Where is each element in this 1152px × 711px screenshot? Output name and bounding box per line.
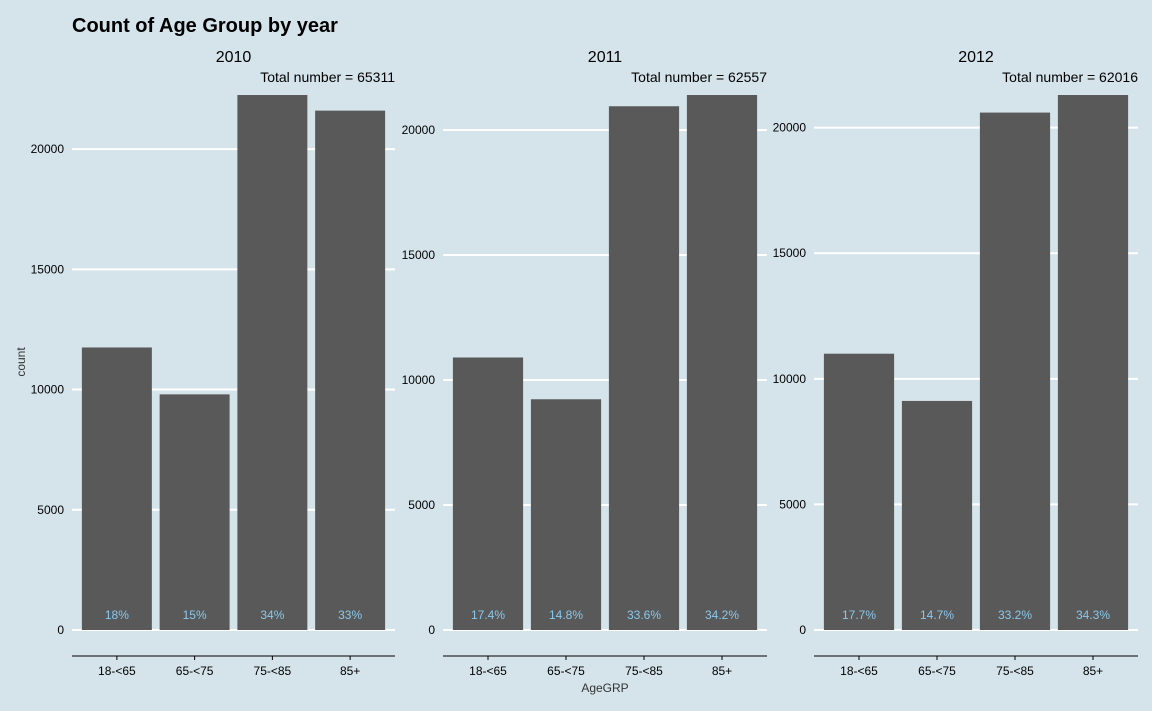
percent-label: 33.2% xyxy=(998,608,1032,622)
percent-label: 14.8% xyxy=(549,608,583,622)
percent-label: 33.6% xyxy=(627,608,661,622)
facet-panel-2010: 0 5000 10000 15000 20000 18% 18-<65 15% 65-<75 34… xyxy=(31,49,396,678)
y-tick-label: 10000 xyxy=(402,373,436,387)
percent-label: 15% xyxy=(183,608,207,622)
x-tick-label: 85+ xyxy=(1083,664,1103,678)
x-tick-label: 18-<65 xyxy=(469,664,507,678)
y-tick-label: 20000 xyxy=(31,142,65,156)
bar xyxy=(823,353,895,630)
facet-label: 2012 xyxy=(958,49,994,66)
y-tick-label: 10000 xyxy=(773,372,807,386)
y-tick-label: 5000 xyxy=(37,503,64,517)
facet-panel-2011: 0 5000 10000 15000 20000 17.4% 18-<65 14.8% 65-<… xyxy=(402,49,768,678)
x-tick-label: 85+ xyxy=(712,664,732,678)
y-axis-label: count xyxy=(14,347,28,377)
percent-label: 34.2% xyxy=(705,608,739,622)
y-tick-label: 15000 xyxy=(31,262,65,276)
y-tick-label: 10000 xyxy=(31,383,65,397)
x-tick-label: 75-<85 xyxy=(625,664,663,678)
bar xyxy=(608,106,680,630)
y-tick-label: 20000 xyxy=(773,121,807,135)
x-tick-label: 65-<75 xyxy=(547,664,585,678)
y-tick-label: 0 xyxy=(57,623,64,637)
percent-label: 34.3% xyxy=(1076,608,1110,622)
x-tick-label: 75-<85 xyxy=(254,664,292,678)
total-annotation: Total number = 65311 xyxy=(260,69,395,85)
bar xyxy=(159,394,230,630)
y-tick-label: 5000 xyxy=(779,497,806,511)
x-tick-label: 65-<75 xyxy=(918,664,956,678)
x-axis-label: AgeGRP xyxy=(581,681,628,695)
percent-label: 17.7% xyxy=(842,608,876,622)
total-annotation: Total number = 62016 xyxy=(1002,69,1138,85)
percent-label: 18% xyxy=(105,608,129,622)
bar xyxy=(315,110,386,630)
chart-title: Count of Age Group by year xyxy=(72,15,338,37)
total-annotation: Total number = 62557 xyxy=(631,69,767,85)
percent-label: 34% xyxy=(260,608,284,622)
bar xyxy=(901,400,973,630)
x-tick-label: 18-<65 xyxy=(98,664,136,678)
facet-label: 2011 xyxy=(588,49,623,66)
x-tick-label: 18-<65 xyxy=(840,664,878,678)
bar xyxy=(81,347,152,630)
facet-panel-2012: 0 5000 10000 15000 20000 17.7% 18-<65 14.7% 65-<… xyxy=(773,49,1139,678)
y-tick-label: 15000 xyxy=(402,248,436,262)
facet-label: 2010 xyxy=(216,49,252,66)
bar xyxy=(686,95,758,630)
y-tick-label: 15000 xyxy=(773,246,807,260)
bar xyxy=(452,357,524,630)
x-tick-label: 85+ xyxy=(340,664,360,678)
y-tick-label: 0 xyxy=(799,623,806,637)
percent-label: 17.4% xyxy=(471,608,505,622)
percent-label: 14.7% xyxy=(920,608,954,622)
bar xyxy=(1057,95,1129,630)
y-tick-label: 20000 xyxy=(402,123,436,137)
bar xyxy=(530,399,602,630)
y-tick-label: 0 xyxy=(428,623,435,637)
x-tick-label: 65-<75 xyxy=(176,664,214,678)
x-tick-label: 75-<85 xyxy=(996,664,1034,678)
percent-label: 33% xyxy=(338,608,362,622)
bar xyxy=(979,112,1051,631)
bar xyxy=(237,95,308,630)
y-tick-label: 5000 xyxy=(408,498,435,512)
